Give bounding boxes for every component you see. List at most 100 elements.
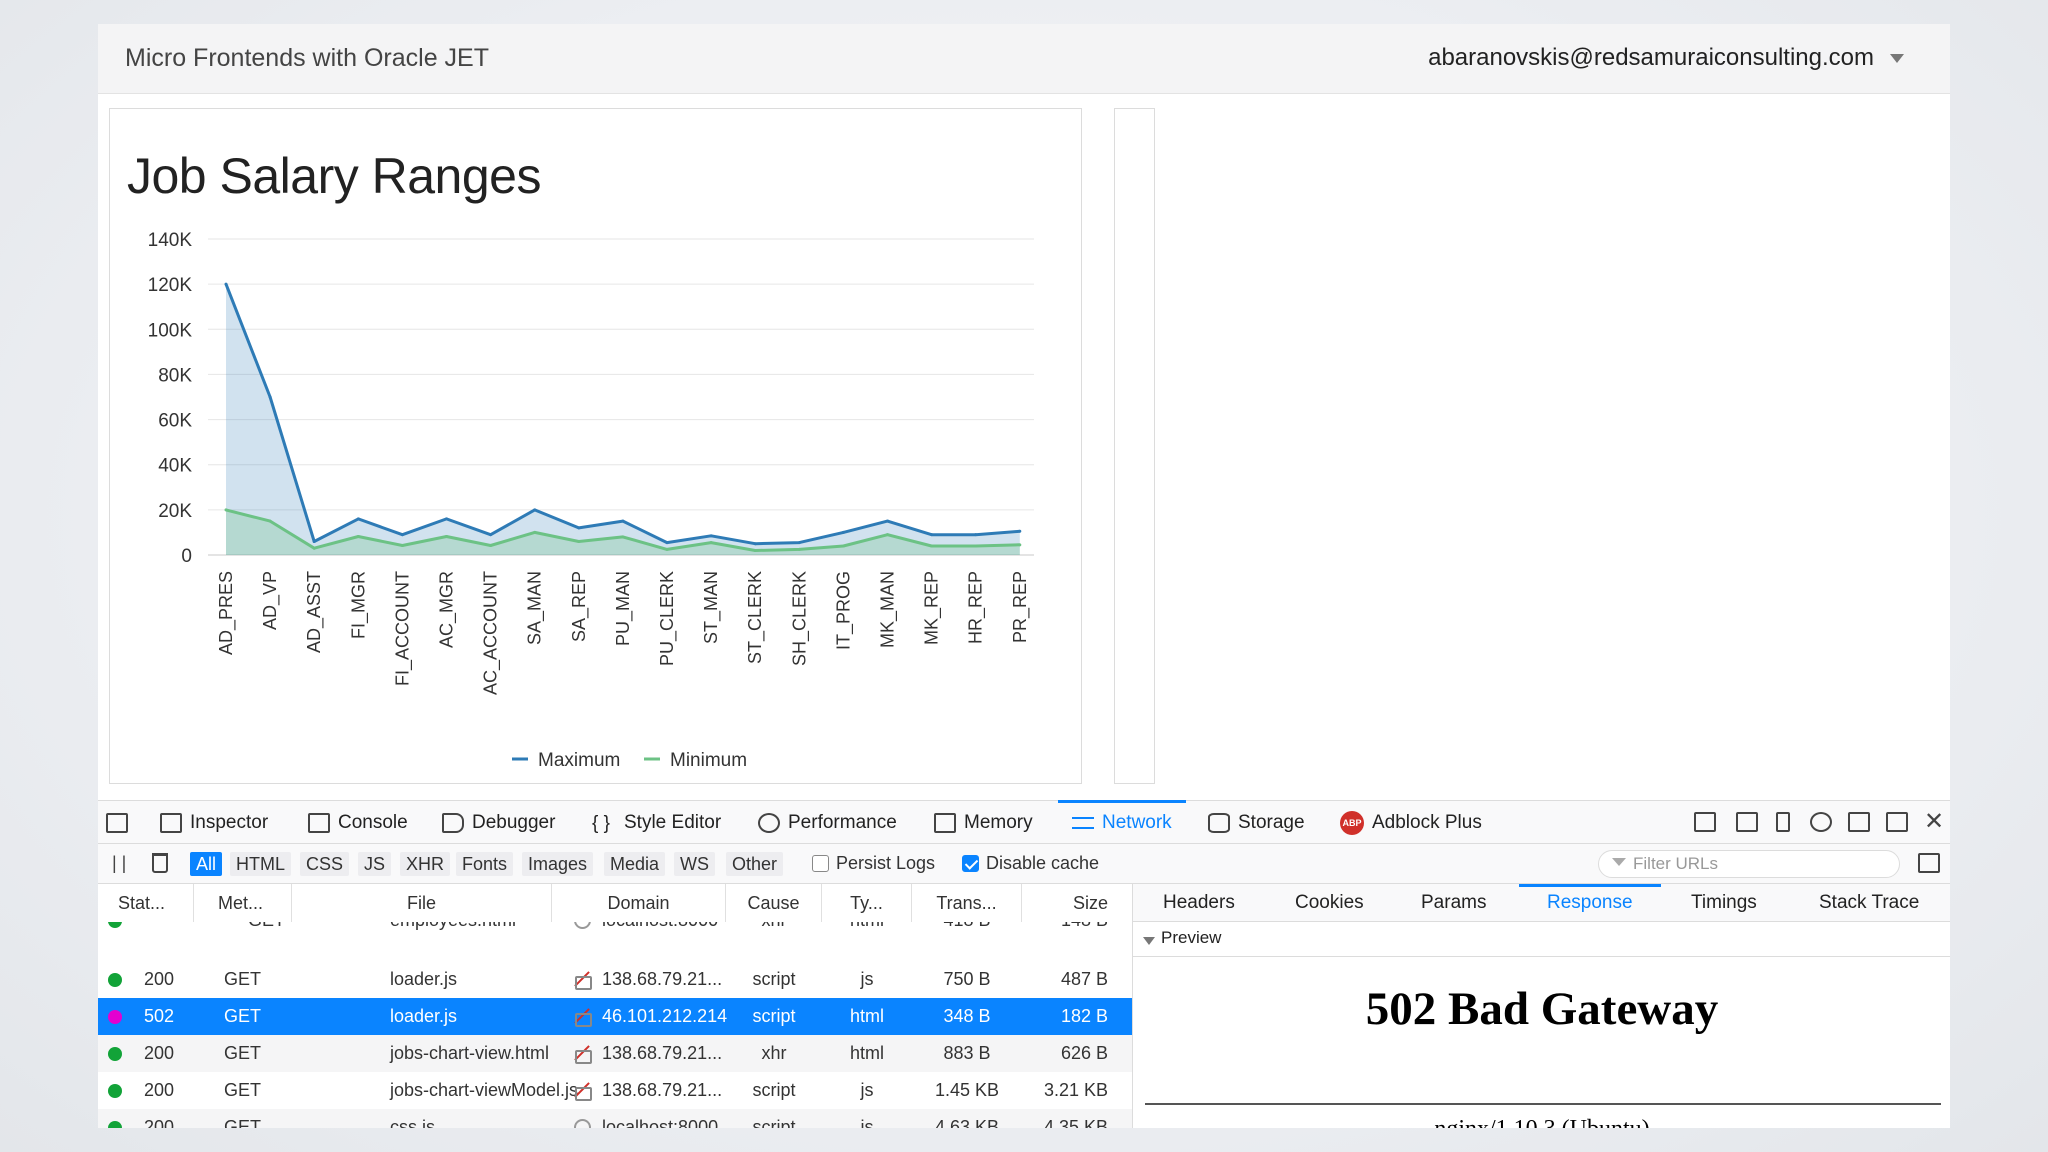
y-tick-label: 20K (158, 501, 192, 522)
gear-icon[interactable] (1810, 812, 1832, 832)
data-point (400, 544, 404, 548)
tab-headers[interactable]: Headers (1163, 892, 1235, 913)
insecure-lock-icon (574, 1045, 592, 1064)
filter-fonts[interactable]: Fonts (456, 852, 514, 876)
y-tick-label: 80K (158, 365, 192, 386)
chevron-down-icon[interactable] (1143, 937, 1155, 945)
tab-performance[interactable]: Performance (758, 801, 897, 844)
tab-timings[interactable]: Timings (1691, 892, 1757, 913)
filter-urls-input[interactable] (1598, 850, 1900, 878)
network-icon (1072, 816, 1094, 829)
filter-ws[interactable]: WS (674, 852, 715, 876)
gauge-icon (758, 812, 780, 833)
x-tick-label: FI_MGR (348, 571, 369, 639)
tab-console[interactable]: Console (308, 801, 408, 844)
user-menu-email[interactable]: abaranovskis@redsamuraiconsulting.com (1428, 44, 1874, 71)
tab-stack-trace[interactable]: Stack Trace (1819, 892, 1920, 913)
persist-logs-checkbox[interactable] (812, 855, 829, 872)
dock-side-icon[interactable] (1848, 812, 1870, 832)
cause-cell: script (752, 969, 796, 989)
request-table: Stat... Met... File Domain Cause Ty... T… (98, 884, 1132, 1128)
tab-debugger[interactable]: Debugger (442, 801, 555, 844)
x-tick-label: AD_PRES (216, 571, 237, 655)
x-tick-label: MK_MAN (878, 571, 899, 648)
divider (1133, 956, 1950, 957)
insecure-lock-icon (574, 1008, 592, 1027)
tab-memory[interactable]: Memory (934, 801, 1033, 844)
browser-viewport: Micro Frontends with Oracle JET abaranov… (98, 24, 1950, 1128)
data-point (709, 541, 713, 545)
filter-html[interactable]: HTML (230, 852, 291, 876)
data-point (533, 508, 537, 512)
domain-cell: 138.68.79.21... (602, 969, 723, 989)
detach-window-icon[interactable] (1886, 812, 1908, 832)
x-tick-label: PU_MAN (613, 571, 634, 646)
legend-item: Minimum (670, 750, 747, 771)
table-row[interactable]: 200 GET loader.js 138.68.79.21... script… (98, 961, 1132, 998)
element-picker-button[interactable] (106, 801, 136, 844)
status-dot (108, 1084, 122, 1098)
response-server-text: nginx/1.10.3 (Ubuntu) (1133, 1116, 1950, 1128)
x-tick-label: FI_ACCOUNT (392, 571, 413, 686)
table-row-selected[interactable]: 502 GET loader.js 46.101.212.214 script … (98, 998, 1132, 1035)
data-point (930, 544, 934, 548)
column-type[interactable]: Ty... (822, 884, 912, 922)
insecure-lock-icon (574, 1082, 592, 1101)
tab-adblock-plus[interactable]: ABP Adblock Plus (1340, 801, 1482, 844)
data-point (665, 541, 669, 545)
tab-network[interactable]: Network (1058, 800, 1186, 844)
pause-icon[interactable]: | | (112, 853, 127, 873)
chart-title: Job Salary Ranges (127, 148, 541, 204)
filter-xhr[interactable]: XHR (400, 852, 451, 876)
column-file[interactable]: File (292, 884, 552, 922)
column-cause[interactable]: Cause (726, 884, 822, 922)
column-method[interactable]: Met... (194, 884, 292, 922)
filter-images[interactable]: Images (522, 852, 594, 876)
split-console-icon[interactable] (1736, 812, 1758, 832)
x-tick-label: AD_VP (260, 571, 281, 630)
filter-media[interactable]: Media (604, 852, 666, 876)
toggle-sidebar-icon[interactable] (1918, 853, 1940, 873)
column-transferred[interactable]: Trans... (912, 884, 1022, 922)
chevron-down-icon[interactable] (1890, 54, 1904, 63)
data-point (797, 541, 801, 545)
series-area-minimum (226, 509, 1020, 555)
tab-response[interactable]: Response (1519, 884, 1660, 922)
table-row[interactable]: 200 GET css.js localhost:8000 script js … (98, 1109, 1132, 1128)
x-tick-label: ST_MAN (701, 571, 722, 644)
data-point (489, 544, 493, 548)
table-row[interactable]: 200 GET jobs-chart-view.html 138.68.79.2… (98, 1035, 1132, 1072)
tab-storage[interactable]: Storage (1208, 801, 1305, 844)
data-point (1018, 529, 1022, 533)
transferred-cell: 348 B (943, 1006, 991, 1026)
layout-icon[interactable] (1694, 812, 1716, 832)
trash-icon[interactable] (152, 853, 168, 873)
filter-css[interactable]: CSS (300, 852, 350, 876)
column-status[interactable]: Stat... (98, 884, 194, 922)
data-point (312, 539, 316, 543)
tab-cookies[interactable]: Cookies (1295, 892, 1364, 913)
tab-params[interactable]: Params (1421, 892, 1487, 913)
column-size[interactable]: Size (1022, 884, 1132, 922)
data-point (886, 533, 889, 537)
close-icon[interactable]: ✕ (1924, 808, 1945, 835)
filter-other[interactable]: Other (726, 852, 784, 876)
y-tick-label: 120K (148, 275, 193, 296)
tab-style-editor[interactable]: { } Style Editor (592, 801, 721, 844)
app-header: Micro Frontends with Oracle JET abaranov… (98, 24, 1950, 94)
table-row[interactable]: 200 GET jobs-chart-viewModel.js 138.68.7… (98, 1072, 1132, 1109)
status-dot (108, 1010, 122, 1024)
data-point (356, 534, 360, 538)
responsive-mode-icon[interactable] (1776, 812, 1790, 832)
column-domain[interactable]: Domain (552, 884, 726, 922)
x-tick-label: ST_CLERK (745, 571, 766, 664)
data-point (797, 547, 801, 551)
x-tick-label: AD_ASST (304, 571, 325, 653)
domain-cell: localhost:8000 (602, 1117, 719, 1128)
picker-icon (106, 812, 128, 833)
filter-js[interactable]: JS (358, 852, 392, 876)
tab-inspector[interactable]: Inspector (160, 801, 268, 844)
filter-all[interactable]: All (190, 852, 223, 876)
disable-cache-checkbox[interactable] (962, 855, 979, 872)
preview-toggle[interactable]: Preview (1161, 928, 1222, 947)
